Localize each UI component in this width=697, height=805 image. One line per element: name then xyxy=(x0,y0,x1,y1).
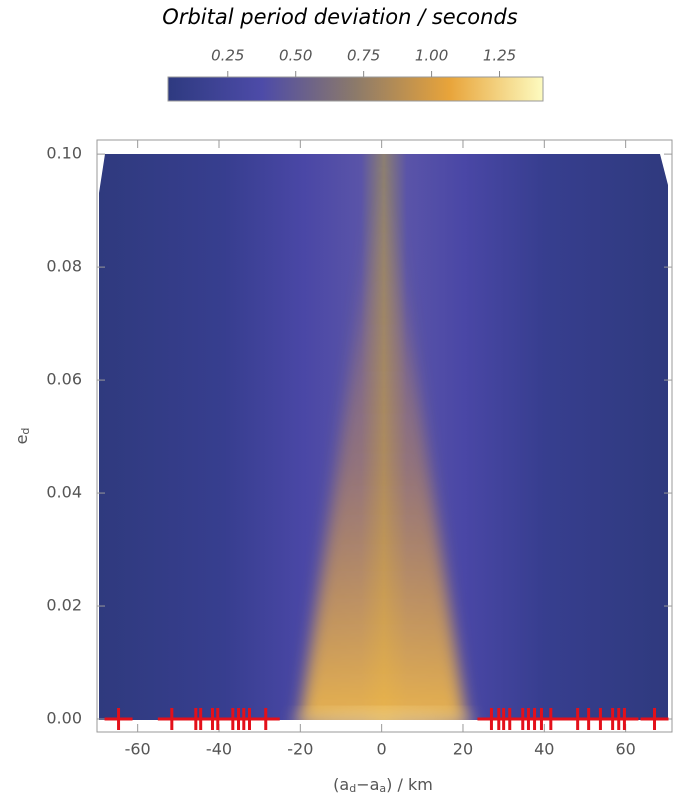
x-tick-label: 60 xyxy=(615,740,635,759)
y-tick-label: 0.00 xyxy=(46,709,82,728)
colorbar-tick-label: 0.75 xyxy=(347,47,380,65)
colorbar: 0.25 0.50 0.75 1.00 1.25 xyxy=(167,47,544,102)
x-tick-label: 20 xyxy=(453,740,473,759)
x-axis-label-part: a xyxy=(379,782,386,795)
x-axis-label: (ad−aa) / km xyxy=(333,775,433,796)
y-tick-label: 0.10 xyxy=(46,144,82,163)
marker xyxy=(536,708,565,731)
x-axis-label-part: ) / km xyxy=(386,775,433,794)
y-axis-label: ed xyxy=(12,428,33,445)
y-tick-label: 0.02 xyxy=(46,596,82,615)
y-tick-label: 0.08 xyxy=(46,257,82,276)
x-tick-label: 40 xyxy=(534,740,554,759)
x-axis-label-part: (a xyxy=(333,775,349,794)
x-tick-label: 0 xyxy=(377,740,387,759)
y-axis-label-part: d xyxy=(19,428,32,435)
colorbar-tick-label: 1.00 xyxy=(415,47,448,65)
x-tick-label: -60 xyxy=(125,740,151,759)
marker xyxy=(104,708,133,731)
x-tick-label: -40 xyxy=(206,740,232,759)
marker xyxy=(610,708,639,731)
x-axis-label-part: d xyxy=(349,782,356,795)
marker xyxy=(640,708,669,731)
colorbar-tick-label: 0.25 xyxy=(211,47,244,65)
x-tick-label: -20 xyxy=(287,740,313,759)
x-axis-label-part: −a xyxy=(356,775,379,794)
colorbar-tick-label: 0.50 xyxy=(279,47,312,65)
y-axis-label-part: e xyxy=(12,435,31,445)
density-field xyxy=(99,154,668,720)
y-tick-label: 0.04 xyxy=(46,483,82,502)
chart-title: Orbital period deviation / seconds xyxy=(162,5,517,29)
marker xyxy=(157,708,186,731)
y-tick-label: 0.06 xyxy=(46,370,82,389)
marker xyxy=(251,708,280,731)
plot: -60 -40 -20 0 20 40 60 0.00 0.02 0.04 0.06 0.08 0.10… xyxy=(12,140,672,796)
colorbar-tick-label: 1.25 xyxy=(483,47,516,65)
colorbar-gradient xyxy=(167,76,544,102)
